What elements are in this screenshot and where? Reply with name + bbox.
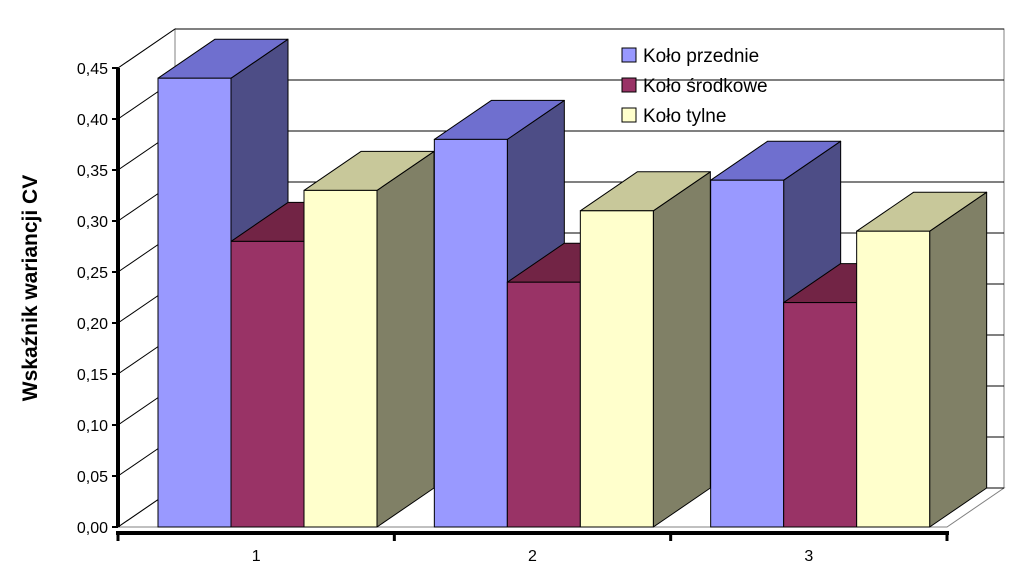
bar: [783, 302, 858, 528]
bar: [579, 210, 654, 528]
legend-label: Koło przednie: [643, 46, 759, 67]
bar: [506, 281, 581, 528]
gridline-side: [117, 28, 176, 69]
bar: [230, 240, 305, 528]
y-tick-label: 0,25: [77, 265, 108, 282]
bar-group: [579, 171, 711, 528]
x-tick-labels: 1 2 3: [252, 548, 814, 565]
bar-group: [303, 150, 435, 528]
x-tick-label: 2: [528, 548, 537, 565]
y-tick-labels: 0,00 0,05 0,10 0,15 0,20 0,25 0,30 0,35 0,40 0,45: [77, 61, 108, 537]
legend: Koło przednie Koło środkowe Koło tylne: [621, 46, 768, 127]
x-tick-label: 3: [804, 548, 813, 565]
y-tick-label: 0,35: [77, 163, 108, 180]
y-tick-label: 0,30: [77, 214, 108, 231]
bar: [157, 77, 232, 528]
bar-group: [856, 191, 988, 528]
bar: [433, 138, 508, 528]
y-tick-label: 0,45: [77, 61, 108, 78]
y-axis-title: Wskaźnik wariancji CV: [19, 175, 42, 401]
bar-side: [376, 150, 435, 528]
y-tick-label: 0,05: [77, 469, 108, 486]
legend-swatch: [621, 47, 637, 63]
legend-swatch: [621, 77, 637, 93]
x-tick-label: 1: [252, 548, 261, 565]
y-tick-label: 0,40: [77, 112, 108, 129]
legend-swatch: [621, 107, 637, 123]
bar-side: [652, 171, 711, 528]
y-tick-label: 0,20: [77, 316, 108, 333]
bars: [157, 38, 988, 528]
axes: [112, 67, 949, 541]
bar: [303, 189, 378, 528]
y-tick-label: 0,00: [77, 520, 108, 537]
legend-label: Koło środkowe: [643, 76, 768, 97]
bar-side: [929, 191, 988, 528]
bar: [710, 179, 785, 528]
y-tick-label: 0,15: [77, 367, 108, 384]
legend-label: Koło tylne: [643, 106, 726, 127]
bar: [856, 230, 931, 528]
y-tick-label: 0,10: [77, 418, 108, 435]
